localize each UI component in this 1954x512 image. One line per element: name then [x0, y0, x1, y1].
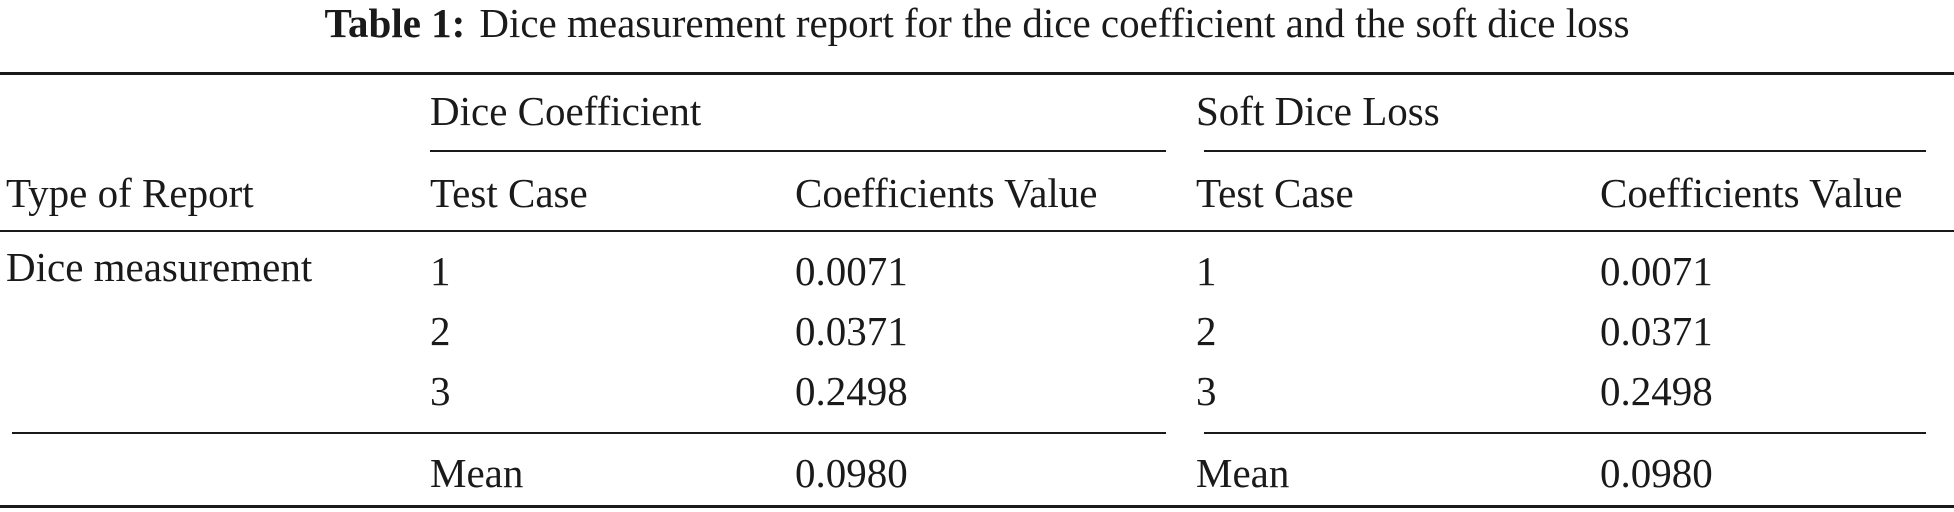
row-label: Dice measurement	[6, 244, 313, 290]
dc-case-1: 1	[430, 248, 451, 294]
table-caption: Table 1: Dice measurement report for the …	[0, 0, 1954, 46]
caption-text: Dice measurement report for the dice coe…	[479, 0, 1630, 46]
header-rule	[0, 230, 1954, 232]
dc-mean-value: 0.0980	[795, 450, 908, 496]
dc-value-2: 0.0371	[795, 308, 908, 354]
dc-value-3: 0.2498	[795, 368, 908, 414]
dc-case-3: 3	[430, 368, 451, 414]
dc-value-1: 0.0071	[795, 248, 908, 294]
sdl-value-1: 0.0071	[1600, 248, 1713, 294]
dc-case-2: 2	[430, 308, 451, 354]
dc-mean-label: Mean	[430, 450, 524, 496]
sdl-case-1: 1	[1196, 248, 1217, 294]
group-rule-soft-dice-loss	[1204, 150, 1926, 152]
column-header-dc-test-case: Test Case	[430, 170, 588, 216]
sdl-mean-value: 0.0980	[1600, 450, 1713, 496]
sdl-mean-label: Mean	[1196, 450, 1290, 496]
column-header-type-of-report: Type of Report	[6, 170, 254, 216]
caption-label: Table 1:	[324, 0, 466, 46]
summary-rule-left	[12, 432, 1166, 434]
sdl-case-3: 3	[1196, 368, 1217, 414]
column-header-sdl-value: Coefficients Value	[1600, 170, 1903, 216]
bottom-rule	[0, 505, 1954, 508]
column-header-sdl-test-case: Test Case	[1196, 170, 1354, 216]
sdl-case-2: 2	[1196, 308, 1217, 354]
sdl-value-2: 0.0371	[1600, 308, 1713, 354]
summary-rule-right	[1204, 432, 1926, 434]
group-header-dice-coefficient: Dice Coefficient	[430, 88, 702, 134]
group-header-soft-dice-loss: Soft Dice Loss	[1196, 88, 1440, 134]
column-header-dc-value: Coefficients Value	[795, 170, 1098, 216]
group-rule-dice-coefficient	[430, 150, 1166, 152]
top-rule	[0, 72, 1954, 75]
sdl-value-3: 0.2498	[1600, 368, 1713, 414]
